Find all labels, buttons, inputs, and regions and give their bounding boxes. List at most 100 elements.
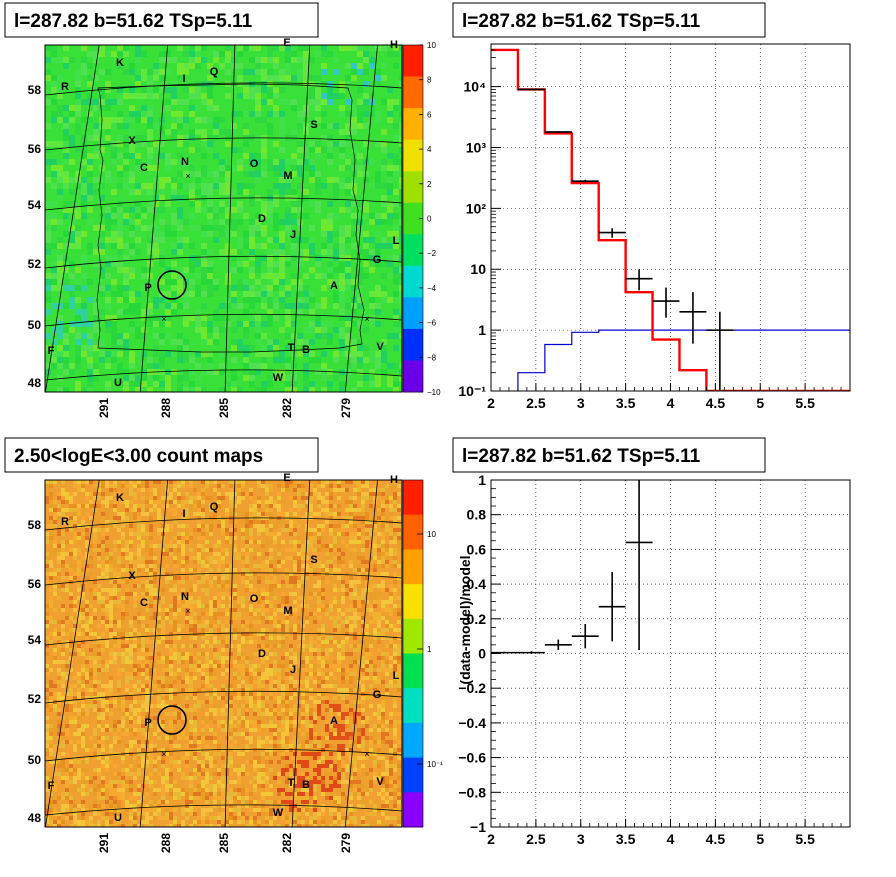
bl-texture-cell (197, 576, 201, 580)
bl-texture-cell (113, 572, 117, 576)
tl-texture-cell (219, 327, 225, 333)
bl-texture-cell (345, 488, 349, 492)
tl-texture-cell (249, 57, 255, 63)
bl-texture-cell (177, 524, 181, 528)
bl-texture-cell (141, 544, 145, 548)
bl-texture-cell (245, 544, 249, 548)
tl-texture-cell (387, 219, 393, 225)
bl-texture-cell (217, 484, 221, 488)
bl-texture-cell (113, 560, 117, 564)
bl-texture-cell (233, 612, 237, 616)
tl-texture-cell (255, 315, 261, 321)
bl-texture-cell (169, 640, 173, 644)
bl-texture-cell (85, 492, 89, 496)
bl-texture-cell (261, 532, 265, 536)
bl-texture-cell (369, 612, 373, 616)
bl-texture-cell (317, 496, 321, 500)
bl-texture-cell (133, 644, 137, 648)
bl-texture-cell (101, 540, 105, 544)
bl-texture-cell (345, 480, 349, 484)
bl-texture-cell (173, 644, 177, 648)
tl-texture-cell (123, 153, 129, 159)
bl-texture-cell (389, 548, 393, 552)
tl-texture-cell (63, 171, 69, 177)
tl-texture-cell (51, 81, 57, 87)
tl-texture-cell (285, 363, 291, 369)
bl-texture-cell (337, 608, 341, 612)
bl-texture-cell (201, 564, 205, 568)
bl-texture-cell (101, 648, 105, 652)
bl-texture-cell (253, 524, 257, 528)
colorbar-segment (403, 45, 423, 77)
tl-texture-cell (375, 219, 381, 225)
bl-texture-cell (197, 688, 201, 692)
tl-texture-cell (69, 141, 75, 147)
bl-texture-cell (337, 492, 341, 496)
tl-texture-cell (321, 69, 327, 75)
bl-texture-cell (357, 640, 361, 644)
bl-texture-cell (357, 540, 361, 544)
bl-texture-cell (341, 532, 345, 536)
tl-texture-cell (279, 147, 285, 153)
bl-texture-cell (257, 548, 261, 552)
tl-texture-cell (237, 207, 243, 213)
bl-texture-cell (297, 604, 301, 608)
source-label: O (250, 158, 259, 170)
tl-texture-cell (375, 291, 381, 297)
tl-texture-cell (123, 285, 129, 291)
bl-texture-cell (209, 692, 213, 696)
bl-texture-cell (85, 540, 89, 544)
tl-texture-cell (315, 141, 321, 147)
bl-texture-cell (73, 600, 77, 604)
bl-texture-cell (45, 672, 49, 676)
tl-texture-cell (267, 75, 273, 81)
bl-texture-cell (149, 496, 153, 500)
bl-texture-cell (221, 672, 225, 676)
tl-texture-cell (189, 111, 195, 117)
bl-texture-cell (213, 620, 217, 624)
bl-texture-cell (261, 556, 265, 560)
bl-texture-cell (397, 532, 401, 536)
bl-texture-cell (353, 660, 357, 664)
tl-texture-cell (153, 63, 159, 69)
tl-texture-cell (255, 177, 261, 183)
bl-texture-cell (77, 676, 81, 680)
tl-texture-cell (375, 381, 381, 387)
tl-texture-cell (339, 105, 345, 111)
tl-texture-cell (321, 51, 327, 57)
tl-texture-cell (213, 237, 219, 243)
bl-texture-cell (325, 684, 329, 688)
bl-texture-cell (233, 676, 237, 680)
tl-texture-cell (225, 171, 231, 177)
tl-texture-cell (249, 171, 255, 177)
tl-texture-cell (267, 291, 273, 297)
bl-texture-cell (225, 620, 229, 624)
bl-texture-cell (145, 644, 149, 648)
tl-texture-cell (51, 267, 57, 273)
tl-texture-cell (195, 147, 201, 153)
bl-texture-cell (305, 672, 309, 676)
bl-texture-cell (157, 624, 161, 628)
tl-texture-cell (57, 165, 63, 171)
tl-texture-cell (105, 129, 111, 135)
bl-texture-cell (173, 584, 177, 588)
longitude-tick-label: 285 (217, 398, 231, 418)
source-label: N (181, 156, 189, 168)
bl-texture-cell (161, 504, 165, 508)
bl-texture-cell (269, 652, 273, 656)
tl-texture-cell (261, 225, 267, 231)
bl-texture-cell (57, 568, 61, 572)
bl-texture-cell (129, 556, 133, 560)
bl-texture-cell (233, 696, 237, 700)
tl-texture-cell (45, 45, 51, 51)
tl-texture-cell (315, 105, 321, 111)
bl-texture-cell (169, 516, 173, 520)
tl-texture-cell (279, 237, 285, 243)
tl-texture-cell (201, 99, 207, 105)
bl-texture-cell (165, 564, 169, 568)
tl-texture-cell (129, 303, 135, 309)
bl-texture-cell (325, 664, 329, 668)
bl-texture-cell (129, 532, 133, 536)
tl-texture-cell (147, 249, 153, 255)
bl-texture-cell (313, 528, 317, 532)
